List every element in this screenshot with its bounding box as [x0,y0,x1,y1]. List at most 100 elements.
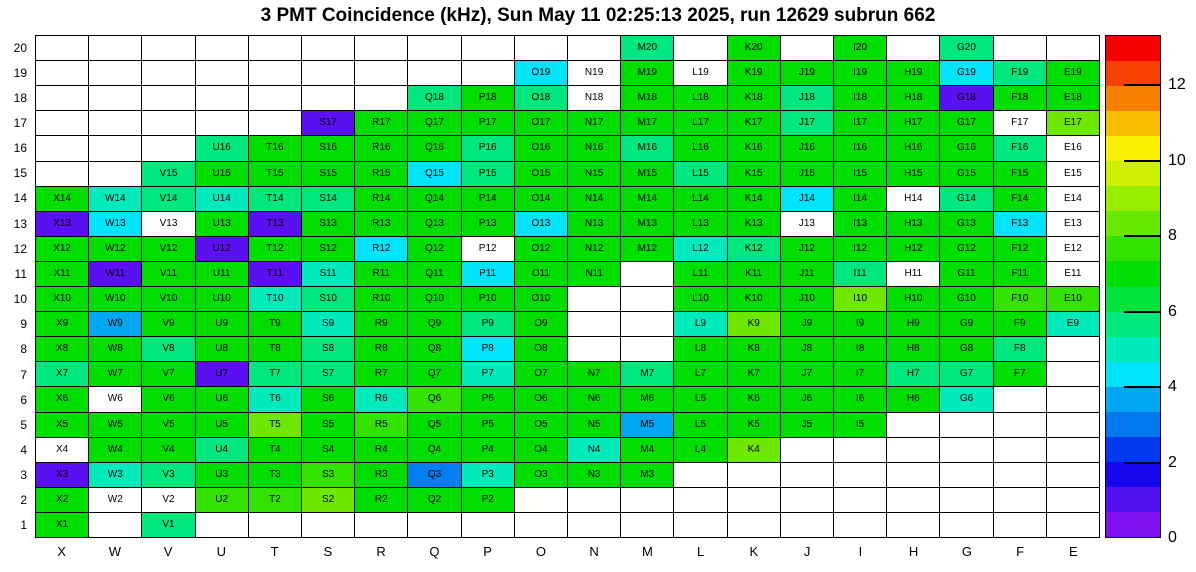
cell-Q15: Q15 [408,161,462,187]
cell-N9 [568,312,622,338]
cell-E8 [1046,337,1100,363]
cell-L7: L7 [674,362,728,388]
cell-I8: I8 [834,337,888,363]
x-axis-label-S: S [323,543,333,559]
cell-T8: T8 [248,337,302,363]
cell-U11: U11 [195,261,249,287]
cell-N16: N16 [568,136,622,162]
cell-F18: F18 [993,86,1047,112]
cell-L13: L13 [674,211,728,237]
cell-T9: T9 [248,312,302,338]
y-axis-label-12: 12 [13,241,27,256]
cell-P6: P6 [461,387,515,413]
cell-S10: S10 [302,287,356,313]
cell-G5 [940,412,994,438]
cell-E7 [1046,362,1100,388]
cell-R5: R5 [355,412,409,438]
cell-M12: M12 [621,236,675,262]
cell-Q8: Q8 [408,337,462,363]
cell-T11: T11 [248,261,302,287]
cell-U9: U9 [195,312,249,338]
cell-K7: K7 [727,362,781,388]
cell-V13: V13 [142,211,196,237]
cell-F8: F8 [993,337,1047,363]
cell-K8: K8 [727,337,781,363]
cell-G16: G16 [940,136,994,162]
cell-I17: I17 [834,111,888,137]
cell-T14: T14 [248,186,302,212]
cell-R20 [355,36,409,62]
cell-W14: W14 [89,186,143,212]
cell-K15: K15 [727,161,781,187]
cell-F7: F7 [993,362,1047,388]
cell-N13: N13 [568,211,622,237]
cell-F4 [993,437,1047,463]
colorbar-tick-2 [1124,461,1160,464]
cell-H4 [887,437,941,463]
cell-W15 [89,161,143,187]
cell-T3: T3 [248,462,302,488]
cell-X19 [36,61,90,87]
colorbar-band-8 [1106,311,1160,337]
cell-E3 [1046,462,1100,488]
cell-R14: R14 [355,186,409,212]
cell-I6: I6 [834,387,888,413]
cell-K17: K17 [727,111,781,137]
cell-V3: V3 [142,462,196,488]
cell-W9: W9 [89,312,143,338]
cell-R7: R7 [355,362,409,388]
cell-S5: S5 [302,412,356,438]
cell-J11: J11 [780,261,834,287]
y-axis-label-2: 2 [20,493,27,508]
cell-E18: E18 [1046,86,1100,112]
cell-T10: T10 [248,287,302,313]
colorbar-tick-label-0: 0 [1168,529,1177,546]
cell-S14: S14 [302,186,356,212]
cell-J15: J15 [780,161,834,187]
cell-P13: P13 [461,211,515,237]
cell-X13: X13 [36,211,90,237]
y-axis-label-18: 18 [13,90,27,105]
cell-F2 [993,487,1047,513]
cell-O6: O6 [514,387,568,413]
x-axis-label-V: V [163,543,173,559]
cell-U16: U16 [195,136,249,162]
cell-W17 [89,111,143,137]
colorbar [1105,35,1161,538]
y-axis-label-3: 3 [20,468,27,483]
cell-S15: S15 [302,161,356,187]
cell-L18: L18 [674,86,728,112]
cell-H14: H14 [887,186,941,212]
cell-E11: E11 [1046,261,1100,287]
cell-E15: E15 [1046,161,1100,187]
cell-L16: L16 [674,136,728,162]
cell-O9: O9 [514,312,568,338]
cell-O19: O19 [514,61,568,87]
colorbar-band-5 [1106,386,1160,412]
cell-S12: S12 [302,236,356,262]
cell-G3 [940,462,994,488]
cell-X16 [36,136,90,162]
cell-U1 [195,512,249,538]
cell-W19 [89,61,143,87]
cell-K12: K12 [727,236,781,262]
cell-G8: G8 [940,337,994,363]
cell-O3: O3 [514,462,568,488]
cell-L14: L14 [674,186,728,212]
cell-O17: O17 [514,111,568,137]
x-axis-label-K: K [749,543,759,559]
cell-S17: S17 [302,111,356,137]
cell-X18 [36,86,90,112]
colorbar-band-7 [1106,336,1160,362]
cell-R1 [355,512,409,538]
cell-M15: M15 [621,161,675,187]
cell-Q2: Q2 [408,487,462,513]
cell-E16: E16 [1046,136,1100,162]
cell-U17 [195,111,249,137]
cell-M2 [621,487,675,513]
cell-V16 [142,136,196,162]
cell-H11: H11 [887,261,941,287]
cell-L19: L19 [674,61,728,87]
y-axis-label-17: 17 [13,116,27,131]
cell-K5: K5 [727,412,781,438]
